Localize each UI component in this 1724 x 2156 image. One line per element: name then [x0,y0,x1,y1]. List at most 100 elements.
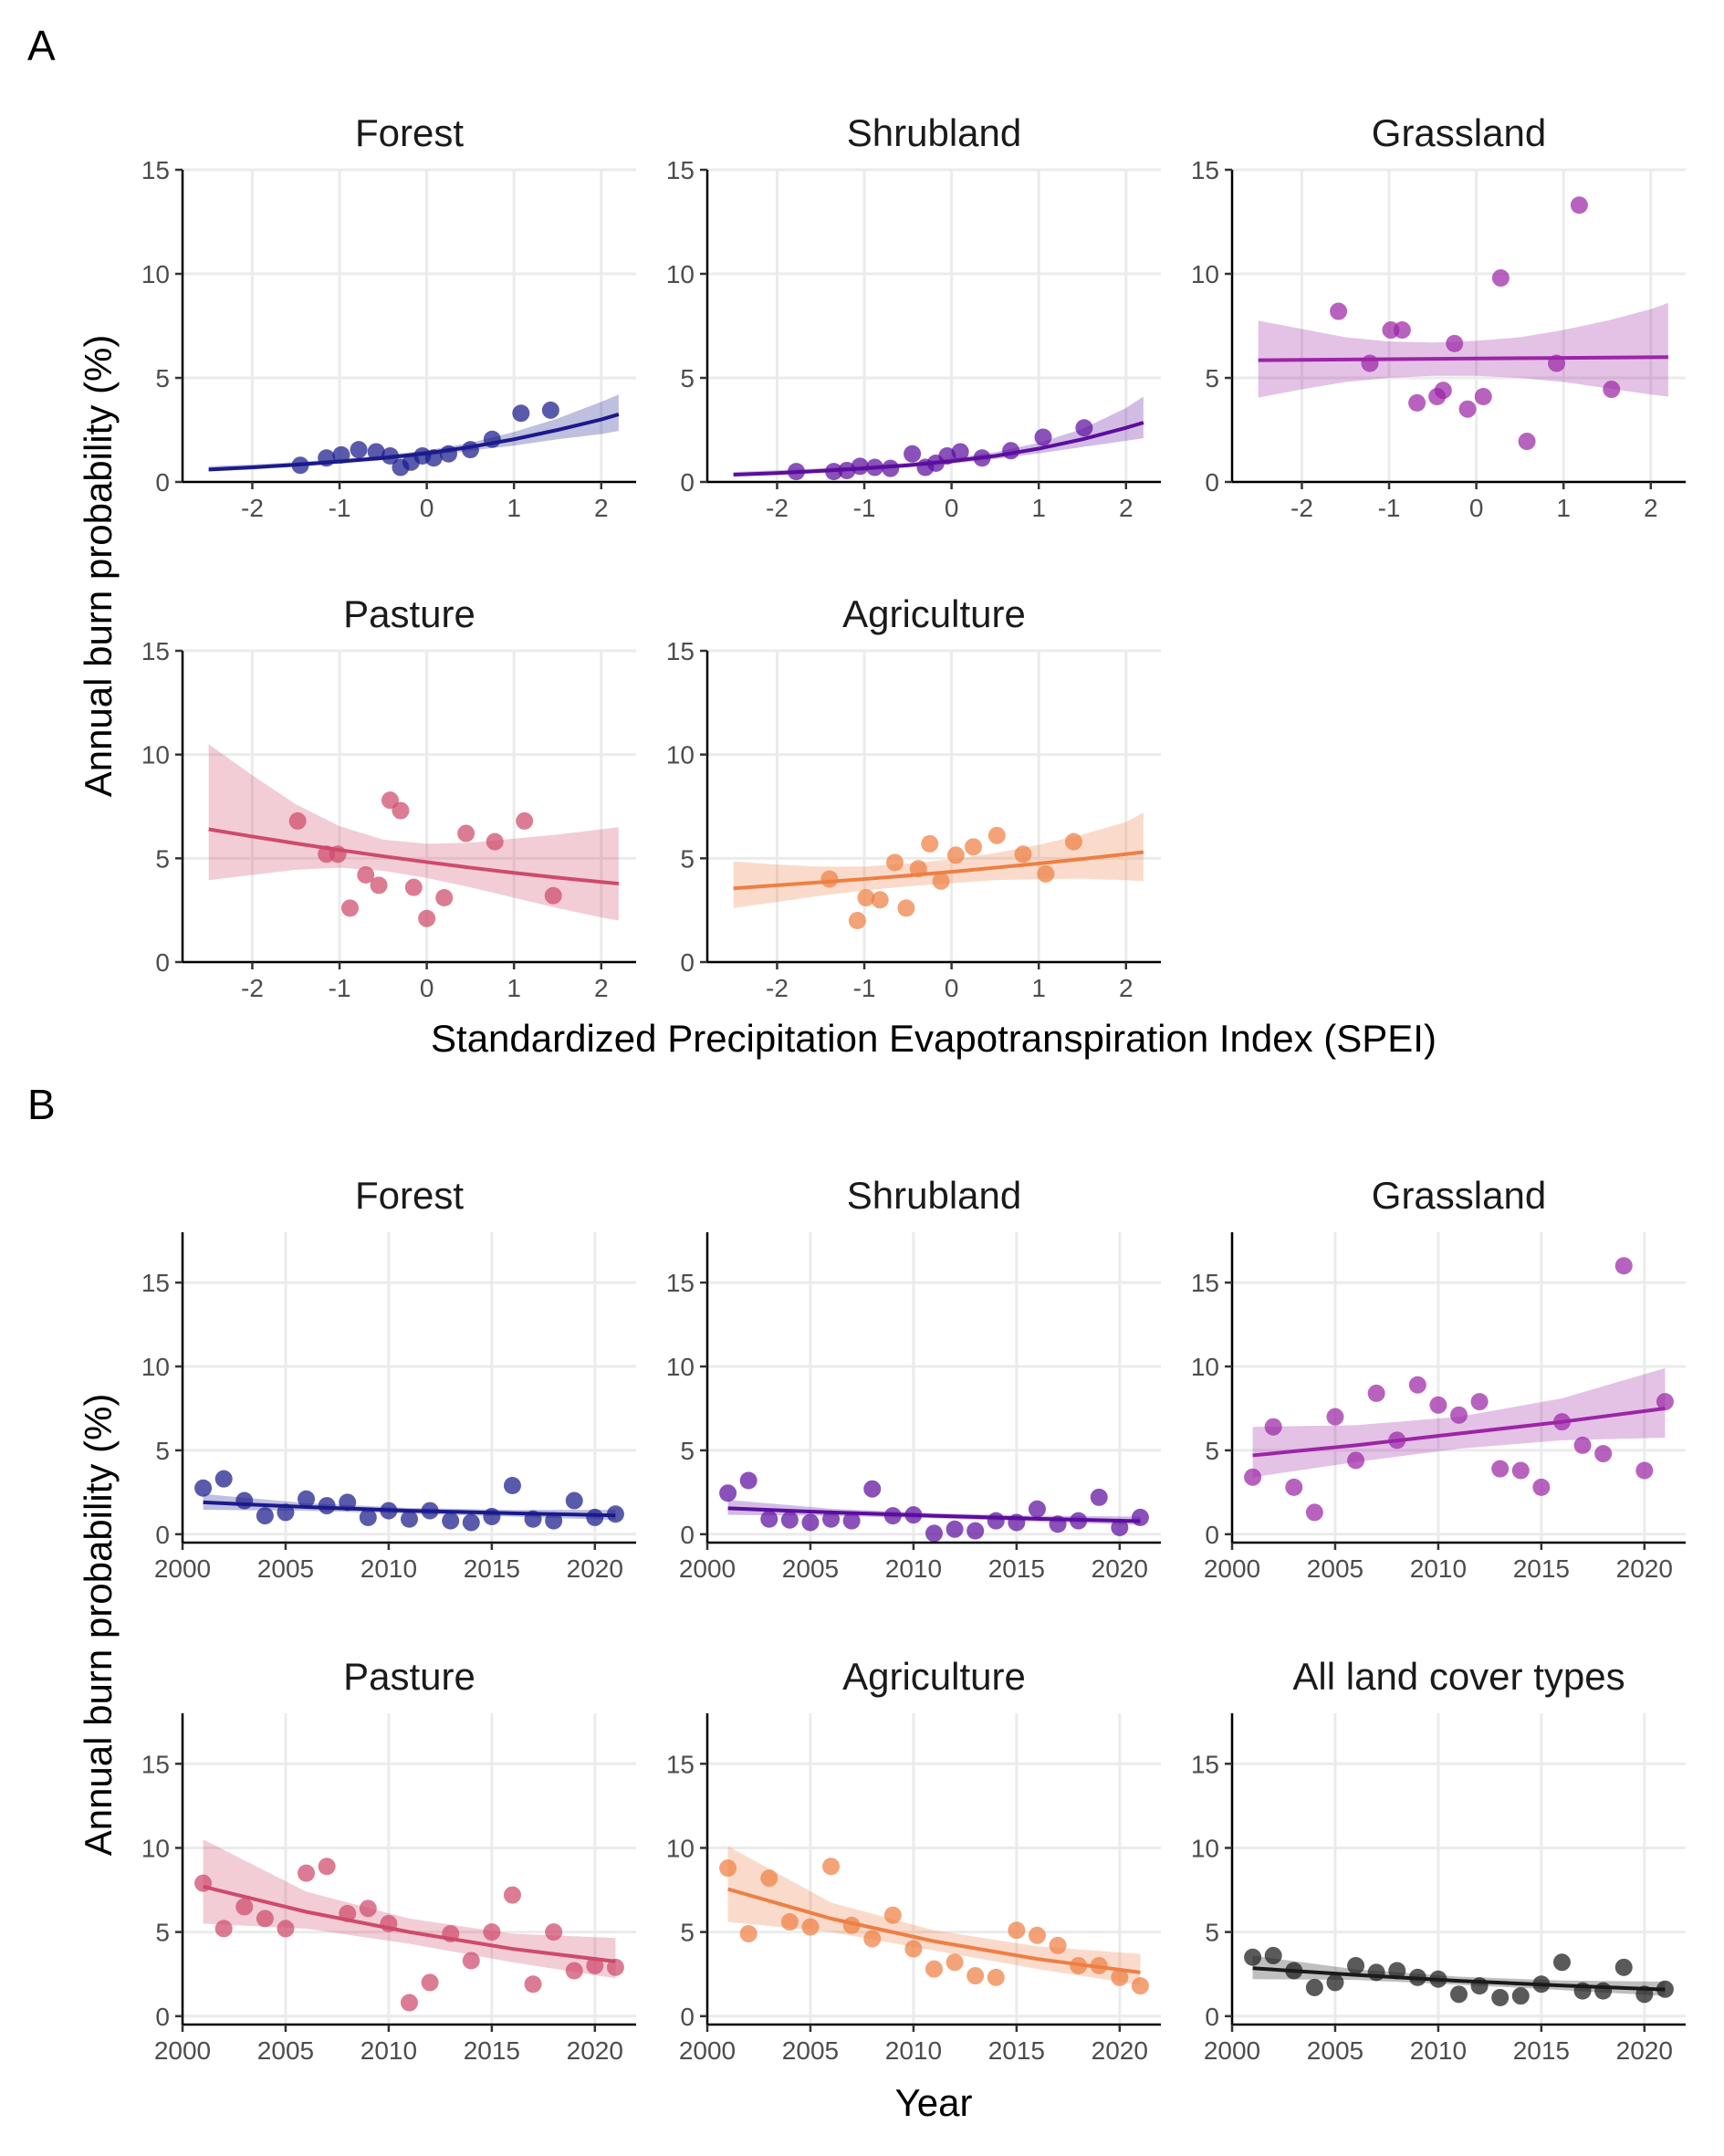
data-point [987,1968,1005,1986]
x-tick-label: 2 [594,974,609,1002]
y-tick-label: 10 [1191,260,1219,288]
data-point [1429,1396,1447,1414]
y-tick-label: 10 [141,1353,170,1381]
data-point [1305,1503,1323,1522]
data-point [565,1962,583,1980]
facet-title: Pasture [343,592,475,635]
data-point [1491,269,1510,288]
x-tick-label: 2010 [885,2036,942,2065]
data-point [424,449,443,467]
y-tick-label: 5 [680,844,695,873]
x-tick-label: 2005 [1307,2036,1364,2065]
data-point [318,1497,336,1515]
x-tick-label: 0 [420,494,434,522]
data-point [822,1858,841,1876]
x-tick-label: -1 [853,494,876,522]
data-point [1491,1460,1510,1478]
data-point [1002,442,1020,460]
y-tick-label: 0 [1205,2003,1219,2031]
data-point [1532,1975,1551,1994]
data-point [1034,428,1052,446]
fit-line [1252,1406,1666,1458]
data-point [760,1869,778,1888]
facet-b-shrubland: Shrubland 0 5 10 15 2000 2005 2010 2015 2020 [666,1174,1161,1583]
data-point [1131,1977,1149,1995]
y-tick-label: 15 [666,156,695,184]
data-point [1111,1968,1129,1986]
data-point [1070,1956,1088,1974]
facet-title: Shrubland [847,111,1021,154]
data-point [483,1923,501,1941]
x-tick-label: 1 [507,494,521,522]
data-point [461,441,479,459]
x-tick-label: 2000 [679,1554,736,1583]
data-point [235,1898,254,1916]
y-tick-label: 10 [666,1353,695,1381]
data-point [739,1924,758,1942]
data-point [1028,1926,1046,1944]
data-point [966,1967,985,1985]
data-point [1594,1445,1613,1463]
data-point [318,449,336,467]
data-point [822,1510,841,1528]
data-point [1090,1488,1108,1506]
data-point [1049,1515,1067,1533]
data-point [1548,354,1566,372]
data-point [545,1923,563,1941]
x-tick-label: 2015 [464,1554,520,1583]
x-tick-label: 2005 [1307,1554,1364,1583]
data-point [404,878,423,896]
y-tick-label: 5 [1205,1919,1219,1947]
data-point [357,866,375,884]
data-point [606,1505,624,1523]
data-point [440,445,458,463]
x-tick-label: 2020 [567,2036,623,2065]
x-tick-label: 2000 [154,1554,211,1583]
x-tick-label: -2 [241,494,264,522]
data-point [1264,1946,1282,1964]
y-tick-label: 0 [155,2003,170,2031]
y-tick-label: 5 [155,364,170,392]
y-tick-label: 15 [666,1750,695,1778]
data-point [350,441,368,459]
data-point [359,1900,377,1918]
data-point [838,461,856,479]
x-tick-label: -1 [1378,494,1401,522]
data-point [457,824,475,843]
data-point [1388,1962,1406,1980]
facet-title: All land cover types [1292,1655,1625,1698]
x-tick-label: 2020 [1616,2036,1673,2065]
data-point [1070,1512,1088,1530]
data-point [1408,1376,1426,1394]
y-tick-label: 15 [666,637,695,665]
data-point [1603,381,1621,399]
data-point [1388,1431,1406,1450]
data-point [1656,1980,1674,1998]
data-point [565,1491,583,1510]
data-point [904,445,922,463]
y-tick-label: 15 [141,1750,170,1778]
y-tick-label: 0 [680,2003,695,2031]
data-point [857,889,875,907]
y-tick-label: 5 [155,1437,170,1465]
data-point [586,1956,604,1974]
data-point [329,845,347,863]
data-point [401,1510,418,1528]
data-point [1470,1393,1489,1411]
data-point [719,1859,737,1878]
data-point [1037,864,1055,883]
data-point [904,1506,923,1524]
y-tick-label: 5 [1205,364,1219,392]
data-point [442,1924,460,1942]
data-point [951,443,969,461]
data-point [1028,1500,1046,1518]
y-tick-label: 10 [141,741,170,769]
data-point [1305,1978,1323,1996]
data-point [820,870,839,888]
y-tick-label: 0 [1205,1521,1219,1549]
y-tick-label: 0 [155,1521,170,1549]
x-tick-label: 2 [594,494,609,522]
data-point [418,909,436,927]
